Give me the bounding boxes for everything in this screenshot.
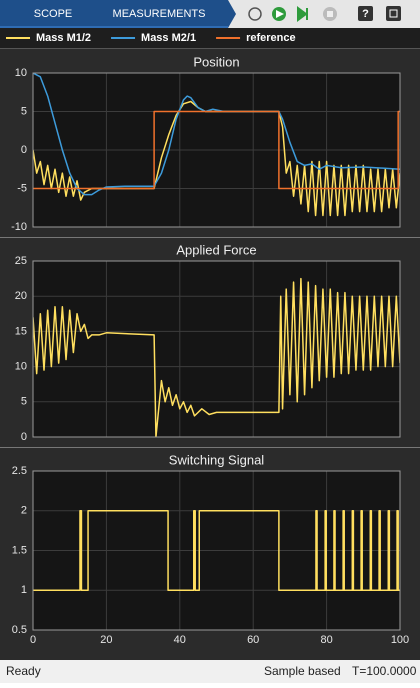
status-mode: Sample based xyxy=(264,664,341,678)
x-tick-label: 60 xyxy=(247,634,259,646)
tab-underline xyxy=(0,26,228,28)
y-tick-label: -10 xyxy=(11,221,27,233)
y-tick-label: 5 xyxy=(21,396,27,408)
y-tick-label: 20 xyxy=(15,290,27,302)
stop-glyph xyxy=(327,11,333,17)
plot-title: Switching Signal xyxy=(169,452,264,467)
tab-scope[interactable]: SCOPE xyxy=(34,8,73,20)
axes-background xyxy=(33,261,400,437)
y-tick-label: 0 xyxy=(21,431,27,443)
axes-border xyxy=(32,72,401,228)
y-tick-label: 5 xyxy=(21,105,27,117)
status-time: T=100.0000 xyxy=(352,664,417,678)
help-icon[interactable] xyxy=(358,6,373,21)
legend-label: Mass M2/1 xyxy=(141,32,196,44)
legend-divider xyxy=(0,48,420,49)
series-line xyxy=(33,510,400,591)
undock-glyph xyxy=(389,9,398,18)
help-glyph: ? xyxy=(362,8,369,20)
panel-divider xyxy=(0,447,420,448)
axes-border xyxy=(32,470,401,631)
tab-measurements[interactable]: MEASUREMENTS xyxy=(113,8,206,20)
panel-divider xyxy=(0,237,420,238)
status-bar xyxy=(0,660,420,683)
status-ready: Ready xyxy=(6,664,41,678)
y-tick-label: 2 xyxy=(21,505,27,517)
y-tick-label: 0 xyxy=(21,144,27,156)
undock-icon[interactable] xyxy=(386,6,401,21)
x-tick-label: 80 xyxy=(320,634,332,646)
legend: Mass M1/2 Mass M2/1 reference xyxy=(6,32,296,44)
settings-icon[interactable] xyxy=(248,7,262,21)
y-tick-label: 10 xyxy=(15,361,27,373)
y-tick-label: 25 xyxy=(15,255,27,267)
y-tick-label: 1.5 xyxy=(12,544,27,556)
x-tick-label: 0 xyxy=(30,634,36,646)
y-tick-label: 15 xyxy=(15,325,27,337)
axes-border xyxy=(32,260,401,438)
legend-label: reference xyxy=(246,32,296,44)
y-tick-label: 0.5 xyxy=(12,624,27,636)
series-line xyxy=(33,277,400,437)
plot-title: Position xyxy=(193,54,239,69)
y-tick-label: -5 xyxy=(17,182,27,194)
x-tick-label: 40 xyxy=(174,634,186,646)
x-tick-label: 20 xyxy=(100,634,112,646)
y-tick-label: 2.5 xyxy=(12,465,27,477)
y-tick-label: 10 xyxy=(15,67,27,79)
series-line xyxy=(33,110,400,190)
legend-bar xyxy=(0,28,420,49)
legend-label: Mass M1/2 xyxy=(36,32,91,44)
run-glyph xyxy=(276,10,284,18)
step-icon[interactable] xyxy=(297,6,308,22)
y-tick-label: 1 xyxy=(21,584,27,596)
series-line xyxy=(33,73,400,196)
x-tick-label: 100 xyxy=(391,634,409,646)
plot-title: Applied Force xyxy=(176,242,256,257)
